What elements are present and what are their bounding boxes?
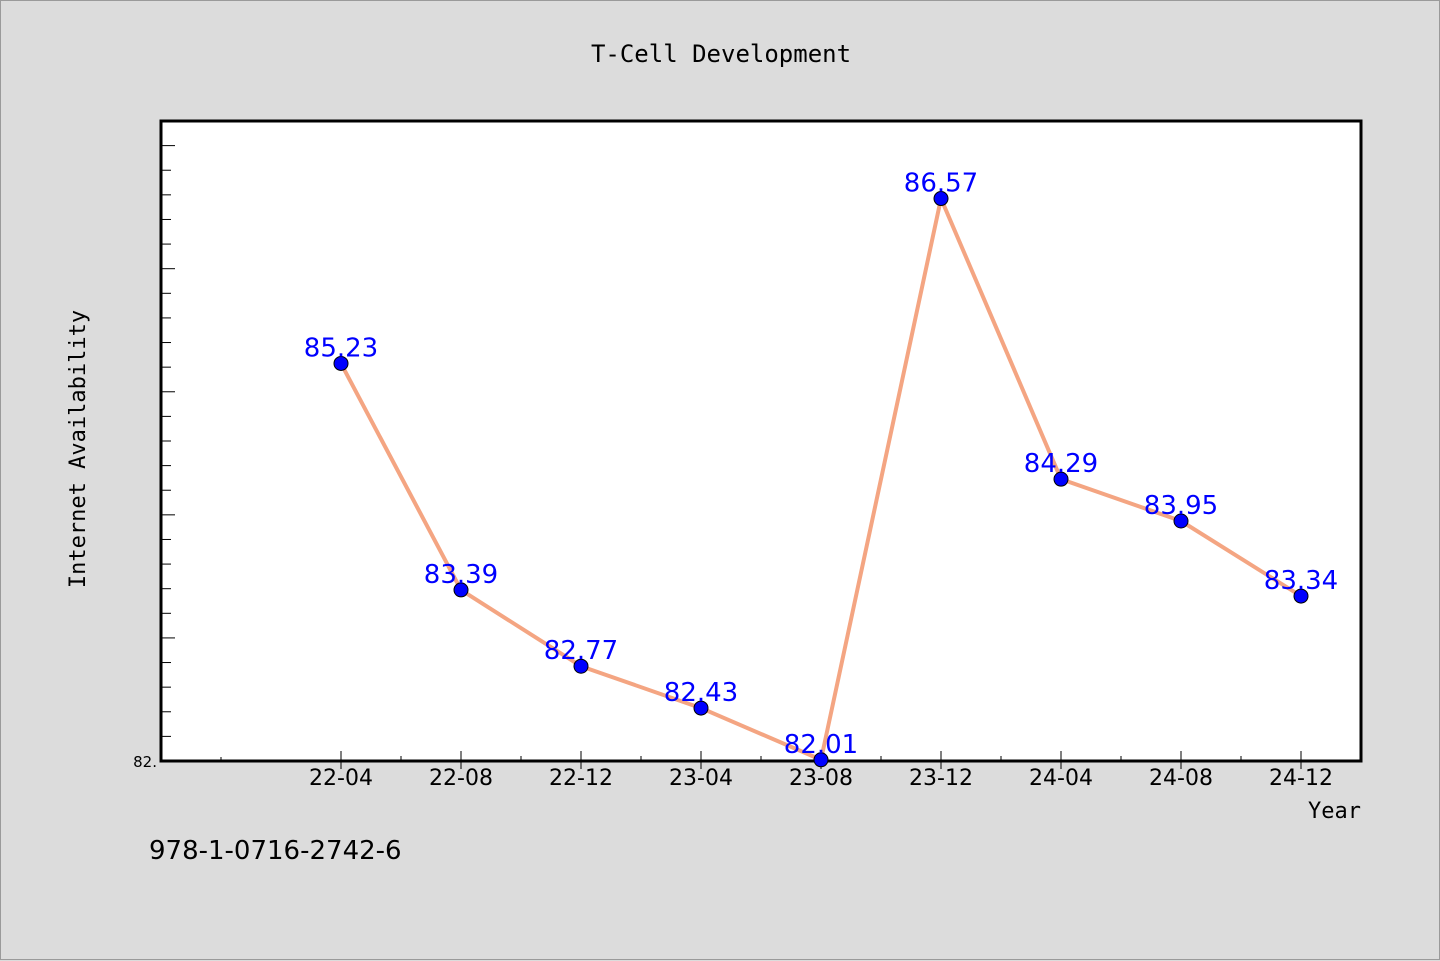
data-point xyxy=(1173,513,1189,529)
data-label: 82.77 xyxy=(544,636,618,666)
x-tick-label: 22-04 xyxy=(309,766,373,791)
data-point xyxy=(933,191,949,207)
data-point xyxy=(1293,588,1309,604)
x-axis-label: Year xyxy=(1308,799,1361,824)
data-point xyxy=(813,752,829,768)
data-label: 82.43 xyxy=(664,678,738,708)
x-axis-tick-labels: 22-04 22-08 22-12 23-04 23-08 23-12 24-04 24-08… xyxy=(309,766,1333,791)
data-label: 83.95 xyxy=(1144,491,1218,521)
data-label: 83.34 xyxy=(1264,566,1338,596)
data-label: 82.01 xyxy=(784,730,858,760)
data-label: 85.23 xyxy=(304,333,378,363)
x-tick-label: 23-12 xyxy=(909,766,973,791)
data-labels: 85.23 83.39 82.77 82.43 82.01 86.57 84.29 83.95… xyxy=(304,169,1338,760)
series-points xyxy=(333,191,1309,768)
x-tick-label: 23-04 xyxy=(669,766,733,791)
chart-title: T-Cell Development xyxy=(591,40,851,68)
y-tick-label: 82. xyxy=(133,753,157,771)
x-tick-label: 24-04 xyxy=(1029,766,1093,791)
footer-code: 978-1-0716-2742-6 xyxy=(149,836,402,866)
data-label: 84.29 xyxy=(1024,449,1098,479)
y-axis-label: Internet Availability xyxy=(66,310,91,588)
x-tick-label: 23-08 xyxy=(789,766,853,791)
y-axis-minor-ticks xyxy=(161,120,175,762)
data-point xyxy=(693,700,709,716)
data-point xyxy=(1053,471,1069,487)
data-point xyxy=(333,355,349,371)
x-tick-label: 22-08 xyxy=(429,766,493,791)
data-point xyxy=(453,582,469,598)
x-tick-label: 24-08 xyxy=(1149,766,1213,791)
data-label: 83.39 xyxy=(424,560,498,590)
plot-area xyxy=(159,119,1363,763)
x-tick-label: 22-12 xyxy=(549,766,613,791)
data-label: 86.57 xyxy=(904,169,978,199)
data-point xyxy=(573,658,589,674)
x-tick-label: 24-12 xyxy=(1269,766,1333,791)
